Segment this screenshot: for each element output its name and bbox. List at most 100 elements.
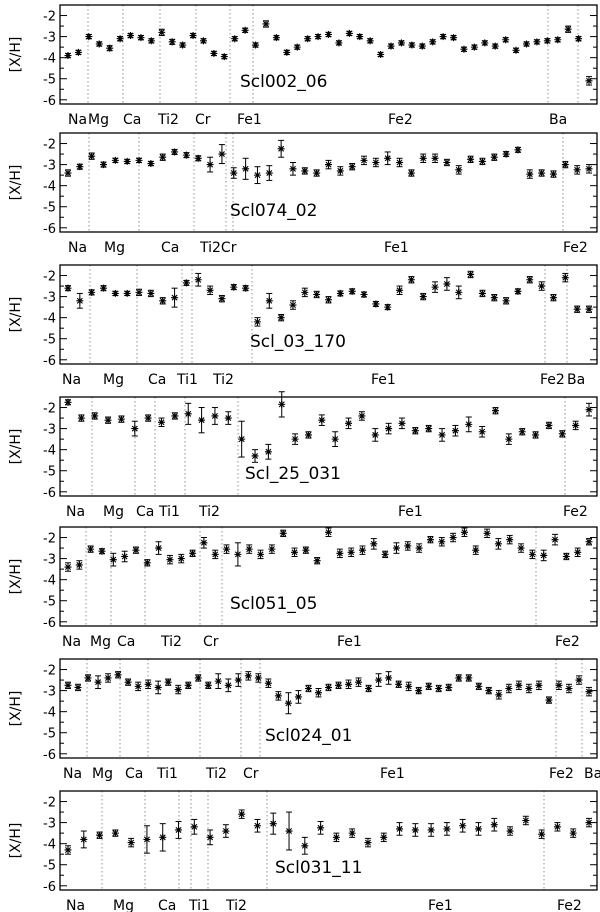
asterisk-marker: [277, 145, 285, 153]
plot-frame: [59, 132, 598, 233]
element-label: Mg: [104, 240, 125, 256]
y-tick-label: -2: [43, 664, 56, 679]
asterisk-marker: [325, 528, 332, 536]
abundance-point: [438, 537, 446, 547]
asterisk-marker: [76, 297, 84, 305]
panel-Scl024_01: -2 -3 -4 -5 -6 [X/H] Scl024_01 Na Mg Ca Ti1 Ti2 Cr Fe…: [8, 658, 600, 782]
abundance-point: [224, 411, 232, 425]
abundance-point: [264, 678, 272, 688]
asterisk-marker: [348, 287, 356, 295]
abundance-point: [415, 686, 423, 695]
asterisk-marker: [182, 151, 190, 159]
element-label: Fe1: [371, 372, 396, 388]
asterisk-marker: [304, 684, 312, 692]
abundance-point: [200, 537, 208, 549]
asterisk-marker: [87, 545, 95, 553]
abundance-point: [435, 684, 443, 693]
element-label: Ba: [584, 766, 600, 782]
asterisk-marker: [283, 48, 291, 56]
abundance-point: [155, 541, 163, 555]
asterisk-marker: [381, 550, 389, 558]
abundance-point: [179, 41, 187, 49]
abundance-point: [415, 543, 423, 553]
asterisk-marker: [384, 303, 392, 311]
asterisk-marker: [455, 288, 463, 296]
abundance-point: [585, 817, 593, 828]
abundance-point: [460, 45, 468, 53]
asterisk-marker: [419, 293, 427, 301]
abundance-point: [385, 671, 393, 685]
abundance-point: [96, 831, 104, 839]
abundance-point: [75, 560, 83, 570]
element-label: Ba: [549, 112, 567, 128]
asterisk-marker: [159, 297, 167, 305]
asterisk-marker: [325, 161, 332, 169]
abundance-point: [395, 680, 403, 688]
asterisk-marker: [104, 416, 112, 424]
abundance-point: [475, 682, 483, 691]
abundance-point: [277, 139, 285, 158]
asterisk-marker: [404, 542, 412, 550]
asterisk-marker: [189, 549, 197, 557]
panel-Scl031_11: -2 -3 -4 -5 -6 [X/H] Scl031_11 Na Mg Ca Ti1 Ti2 Fe1 F…: [8, 790, 598, 912]
abundance-point: [396, 822, 404, 836]
abundance-point: [538, 829, 546, 839]
abundance-point: [284, 692, 292, 715]
abundance-point: [335, 681, 343, 689]
abundance-point: [265, 165, 273, 181]
asterisk-marker: [257, 550, 265, 558]
asterisk-marker: [585, 77, 593, 85]
abundance-point: [495, 690, 503, 700]
abundance-point: [64, 169, 72, 177]
asterisk-marker: [358, 546, 366, 554]
abundance-point: [294, 690, 302, 704]
asterisk-marker: [220, 53, 228, 61]
asterisk-marker: [74, 48, 82, 56]
asterisk-marker: [443, 158, 451, 166]
asterisk-marker: [175, 826, 183, 834]
asterisk-marker: [331, 435, 339, 443]
asterisk-marker: [505, 435, 513, 443]
abundance-point: [325, 296, 332, 304]
asterisk-marker: [262, 20, 270, 28]
asterisk-marker: [450, 34, 458, 42]
asterisk-marker: [121, 552, 129, 560]
asterisk-marker: [545, 421, 553, 429]
asterisk-marker: [360, 156, 368, 164]
asterisk-marker: [147, 289, 155, 297]
y-axis-label: [X/H]: [8, 691, 24, 727]
element-label: Cr: [195, 112, 211, 128]
abundance-point: [380, 832, 388, 843]
element-label: Ba: [567, 372, 585, 388]
abundance-point: [283, 48, 291, 56]
y-tick-label: -6: [43, 748, 56, 763]
abundance-point: [425, 682, 433, 691]
abundance-point: [472, 545, 480, 555]
element-label: Fe1: [384, 240, 409, 256]
asterisk-marker: [104, 674, 112, 682]
abundance-point: [147, 289, 155, 298]
abundance-point: [134, 681, 142, 692]
asterisk-marker: [64, 52, 72, 60]
abundance-point: [467, 155, 475, 163]
element-label: Cr: [243, 766, 259, 782]
asterisk-marker: [168, 38, 176, 46]
asterisk-marker: [532, 431, 540, 439]
abundance-point: [561, 272, 569, 283]
asterisk-marker: [238, 810, 246, 818]
asterisk-marker: [88, 288, 96, 296]
element-label: Ca: [158, 898, 176, 912]
abundance-point: [526, 276, 534, 284]
element-label: Fe2: [540, 372, 565, 388]
abundance-point: [147, 160, 155, 168]
asterisk-marker: [585, 538, 593, 546]
asterisk-marker: [558, 430, 566, 438]
asterisk-marker: [274, 692, 282, 700]
asterisk-marker: [313, 557, 321, 565]
asterisk-marker: [517, 544, 525, 552]
abundance-point: [528, 549, 536, 560]
abundance-point: [77, 414, 85, 422]
abundance-point: [87, 545, 95, 553]
asterisk-marker: [538, 282, 546, 290]
